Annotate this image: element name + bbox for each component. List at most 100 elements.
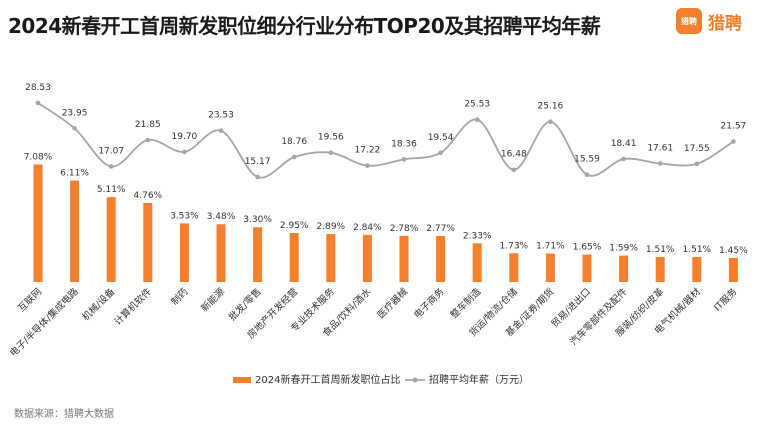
bar xyxy=(619,255,629,282)
bar xyxy=(70,180,80,282)
bar xyxy=(216,224,226,282)
bar-label: 2.33% xyxy=(463,231,492,241)
bar xyxy=(655,256,665,282)
x-tick-label: 整车制造 xyxy=(448,285,484,321)
bar-label: 2.89% xyxy=(317,222,346,232)
bar xyxy=(289,233,299,282)
salary-label: 17.61 xyxy=(647,143,673,153)
salary-point xyxy=(401,157,407,162)
salary-label: 23.95 xyxy=(62,108,88,118)
bar-label: 1.71% xyxy=(536,242,565,252)
bar xyxy=(728,257,738,282)
salary-label: 25.16 xyxy=(538,102,564,112)
x-tick-label: 电子/半导体/集成电路 xyxy=(7,285,81,359)
x-tick-label: 电子商务 xyxy=(411,285,447,321)
salary-label: 28.53 xyxy=(25,83,51,93)
chart-title: 2024新春开工首周新发职位细分行业分布TOP20及其招聘平均年薪 xyxy=(8,14,601,38)
legend-bar-swatch xyxy=(233,377,251,383)
salary-point xyxy=(365,163,370,168)
bar xyxy=(253,227,263,282)
salary-point xyxy=(145,137,151,143)
salary-label: 18.41 xyxy=(611,139,637,149)
bar-label: 5.11% xyxy=(97,185,126,195)
bar-label: 1.45% xyxy=(719,246,748,256)
x-tick-label: 机械/设备 xyxy=(80,285,118,323)
salary-point xyxy=(35,100,41,106)
bar-label: 1.73% xyxy=(500,241,529,251)
bar-label: 2.78% xyxy=(390,224,419,234)
salary-label: 19.54 xyxy=(428,133,454,143)
x-tick-label: 医疗器械 xyxy=(375,285,411,321)
salary-label: 17.55 xyxy=(684,144,710,154)
bar xyxy=(362,234,372,282)
bar-label: 2.77% xyxy=(426,224,455,234)
bar xyxy=(399,235,409,282)
salary-point xyxy=(328,150,334,155)
legend-line-label: 招聘平均年薪（万元） xyxy=(429,373,529,386)
bar-label: 6.11% xyxy=(60,169,89,179)
bar xyxy=(179,223,189,282)
salary-point xyxy=(255,174,260,180)
salary-label: 18.76 xyxy=(281,137,307,147)
salary-label: 15.59 xyxy=(574,155,600,165)
salary-point xyxy=(474,117,480,122)
bar-label: 1.51% xyxy=(683,245,712,255)
bar xyxy=(33,164,43,282)
salary-point xyxy=(584,172,590,177)
bar-label: 4.76% xyxy=(134,191,163,201)
salary-label: 23.53 xyxy=(208,111,234,121)
bar-label: 3.53% xyxy=(170,211,199,221)
salary-label: 19.56 xyxy=(318,133,344,143)
salary-label: 25.53 xyxy=(464,100,490,110)
bar xyxy=(106,197,116,282)
logo-badge-icon: 猎聘 xyxy=(676,8,702,34)
brand-logo: 猎聘 猎聘 xyxy=(676,8,742,34)
bar xyxy=(545,253,555,282)
bar xyxy=(436,236,446,282)
salary-label: 17.07 xyxy=(98,146,124,156)
bar-label: 1.65% xyxy=(573,243,602,253)
bar xyxy=(582,254,592,282)
legend-bar-label: 2024新春开工首周新发职位占比 xyxy=(255,373,400,386)
bar-label: 1.51% xyxy=(646,245,675,255)
x-tick-label: 计算机软件 xyxy=(112,285,154,327)
salary-label: 17.22 xyxy=(355,146,381,156)
bar-label: 3.30% xyxy=(243,215,272,225)
salary-line xyxy=(37,102,734,179)
salary-label: 19.70 xyxy=(172,132,198,142)
salary-label: 15.17 xyxy=(245,157,271,167)
bar-label: 1.59% xyxy=(609,244,638,254)
bar-label: 2.84% xyxy=(353,223,382,233)
salary-point xyxy=(657,161,663,166)
salary-point xyxy=(218,128,224,133)
data-source: 数据来源：猎聘大数据 xyxy=(14,409,114,420)
logo-text: 猎聘 xyxy=(708,13,742,34)
salary-label: 18.36 xyxy=(391,139,417,149)
salary-label: 21.57 xyxy=(721,122,747,132)
bar xyxy=(143,202,153,282)
x-tick-label: 制药 xyxy=(169,286,191,308)
x-tick-label: IT服务 xyxy=(712,285,740,313)
bar xyxy=(692,256,702,282)
salary-point xyxy=(621,156,626,162)
bar-label: 3.48% xyxy=(207,212,236,222)
salary-point xyxy=(694,161,700,167)
salary-point xyxy=(731,139,736,144)
bar-label: 7.08% xyxy=(24,152,53,162)
bar-label: 2.95% xyxy=(280,221,309,231)
salary-point xyxy=(548,119,553,124)
bar xyxy=(326,234,336,282)
salary-point xyxy=(72,126,77,131)
salary-label: 16.48 xyxy=(501,150,527,160)
salary-point xyxy=(108,164,114,169)
bar xyxy=(472,243,482,282)
x-tick-label: 新能源 xyxy=(198,285,227,314)
salary-point xyxy=(511,167,517,173)
legend-line-marker xyxy=(412,377,418,383)
salary-point xyxy=(182,149,187,155)
x-tick-label: 互联网 xyxy=(16,286,44,314)
bar xyxy=(509,253,519,282)
x-tick-label: 批发/零售 xyxy=(226,286,264,324)
salary-point xyxy=(438,150,443,156)
